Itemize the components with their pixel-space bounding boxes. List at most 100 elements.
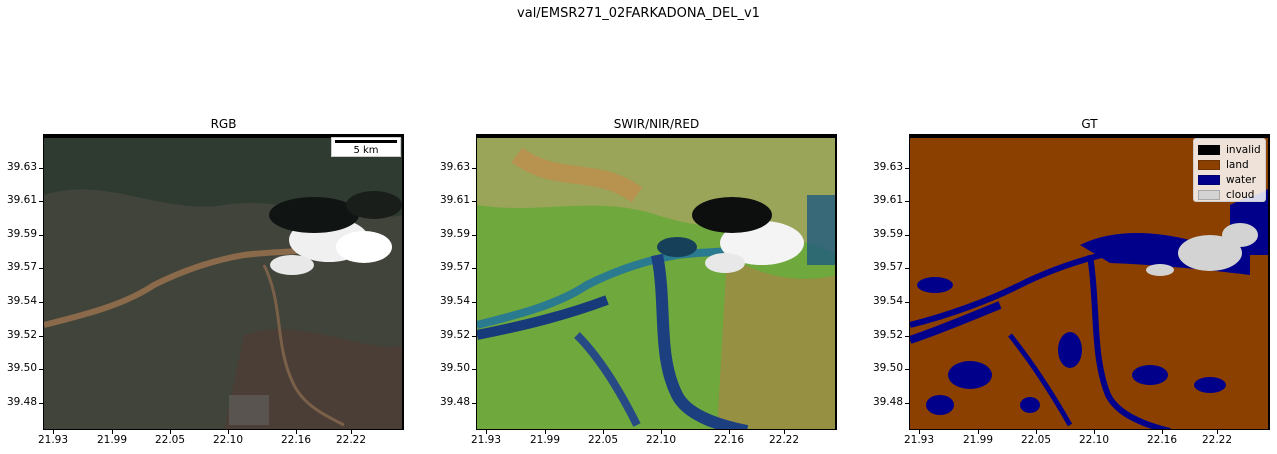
y-tick-mark [39, 302, 43, 303]
y-tick-label: 39.63 [6, 161, 37, 173]
y-tick-label: 39.59 [6, 228, 37, 240]
y-tick-label: 39.57 [439, 261, 470, 273]
legend-label-invalid: invalid [1226, 143, 1261, 156]
x-tick-label: 21.99 [96, 434, 128, 446]
y-tick-mark [905, 268, 909, 269]
legend-swatch-water [1198, 174, 1220, 185]
y-tick-mark [39, 235, 43, 236]
y-tick-label: 39.59 [439, 228, 470, 240]
x-tick-mark [661, 430, 662, 434]
y-tick-mark [905, 168, 909, 169]
x-tick-label: 21.93 [903, 434, 935, 446]
x-tick-mark [545, 430, 546, 434]
y-tick-label: 39.52 [6, 329, 37, 341]
x-tick-mark [112, 430, 113, 434]
y-tick-mark [905, 336, 909, 337]
y-tick-mark [472, 302, 476, 303]
legend: invalid land water cloud [1193, 138, 1266, 202]
y-tick-label: 39.61 [439, 194, 470, 206]
x-tick-label: 21.93 [37, 434, 69, 446]
panel-swir: SWIR/NIR/RED [476, 117, 837, 430]
x-tick-label: 22.16 [1146, 434, 1178, 446]
gt-image: invalid land water cloud [909, 134, 1270, 430]
y-tick-mark [472, 235, 476, 236]
y-tick-label: 39.48 [439, 396, 470, 408]
y-tick-mark [905, 403, 909, 404]
legend-item-water: water [1198, 172, 1261, 187]
x-tick-label: 22.10 [645, 434, 677, 446]
y-tick-mark [472, 268, 476, 269]
x-tick-label: 22.05 [154, 434, 186, 446]
scale-bar: 5 km [331, 137, 401, 157]
x-tick-mark [784, 430, 785, 434]
x-tick-mark [53, 430, 54, 434]
y-tick-label: 39.61 [872, 194, 903, 206]
y-tick-mark [39, 403, 43, 404]
legend-label-cloud: cloud [1226, 188, 1255, 201]
y-tick-label: 39.54 [6, 295, 37, 307]
rgb-image: 5 km [43, 134, 404, 430]
x-tick-label: 22.05 [1020, 434, 1052, 446]
x-tick-label: 22.16 [713, 434, 745, 446]
panel-title-swir: SWIR/NIR/RED [613, 117, 700, 131]
y-tick-label: 39.50 [6, 362, 37, 374]
y-tick-mark [472, 168, 476, 169]
y-tick-mark [905, 302, 909, 303]
legend-label-water: water [1226, 173, 1256, 186]
y-tick-label: 39.50 [872, 362, 903, 374]
x-tick-mark [978, 430, 979, 434]
x-tick-label: 22.22 [335, 434, 367, 446]
scale-bar-label: 5 km [353, 145, 379, 156]
x-tick-mark [351, 430, 352, 434]
legend-swatch-land [1198, 159, 1220, 170]
x-tick-mark [486, 430, 487, 434]
x-tick-label: 22.10 [212, 434, 244, 446]
x-tick-label: 22.16 [280, 434, 312, 446]
y-tick-label: 39.59 [872, 228, 903, 240]
y-tick-label: 39.63 [872, 161, 903, 173]
y-tick-label: 39.50 [439, 362, 470, 374]
y-tick-mark [39, 369, 43, 370]
x-tick-label: 22.05 [587, 434, 619, 446]
y-tick-mark [905, 235, 909, 236]
legend-swatch-cloud [1198, 189, 1220, 200]
y-tick-label: 39.48 [6, 396, 37, 408]
y-tick-mark [905, 369, 909, 370]
legend-swatch-invalid [1198, 144, 1220, 155]
y-tick-mark [905, 201, 909, 202]
x-tick-mark [1094, 430, 1095, 434]
y-tick-mark [39, 168, 43, 169]
panel-title-gt: GT [1081, 117, 1098, 131]
legend-label-land: land [1226, 158, 1249, 171]
y-tick-label: 39.63 [439, 161, 470, 173]
x-tick-mark [729, 430, 730, 434]
y-tick-mark [39, 201, 43, 202]
x-tick-mark [228, 430, 229, 434]
y-tick-label: 39.54 [439, 295, 470, 307]
y-tick-mark [39, 336, 43, 337]
y-tick-mark [472, 201, 476, 202]
y-tick-label: 39.48 [872, 396, 903, 408]
x-tick-label: 21.93 [470, 434, 502, 446]
swir-image [476, 134, 837, 430]
y-tick-mark [39, 268, 43, 269]
x-tick-label: 22.22 [768, 434, 800, 446]
x-tick-mark [603, 430, 604, 434]
legend-item-cloud: cloud [1198, 187, 1261, 202]
x-tick-mark [919, 430, 920, 434]
x-tick-label: 21.99 [529, 434, 561, 446]
panel-title-rgb: RGB [210, 117, 237, 131]
x-tick-mark [1162, 430, 1163, 434]
x-tick-mark [1217, 430, 1218, 434]
x-tick-mark [170, 430, 171, 434]
y-tick-mark [472, 369, 476, 370]
panel-rgb: RGB 5 km [0, 0, 450, 454]
y-tick-label: 39.54 [872, 295, 903, 307]
x-tick-label: 22.22 [1201, 434, 1233, 446]
x-tick-label: 21.99 [962, 434, 994, 446]
legend-item-invalid: invalid [1198, 142, 1261, 157]
y-tick-label: 39.52 [872, 329, 903, 341]
y-tick-label: 39.57 [6, 261, 37, 273]
legend-item-land: land [1198, 157, 1261, 172]
